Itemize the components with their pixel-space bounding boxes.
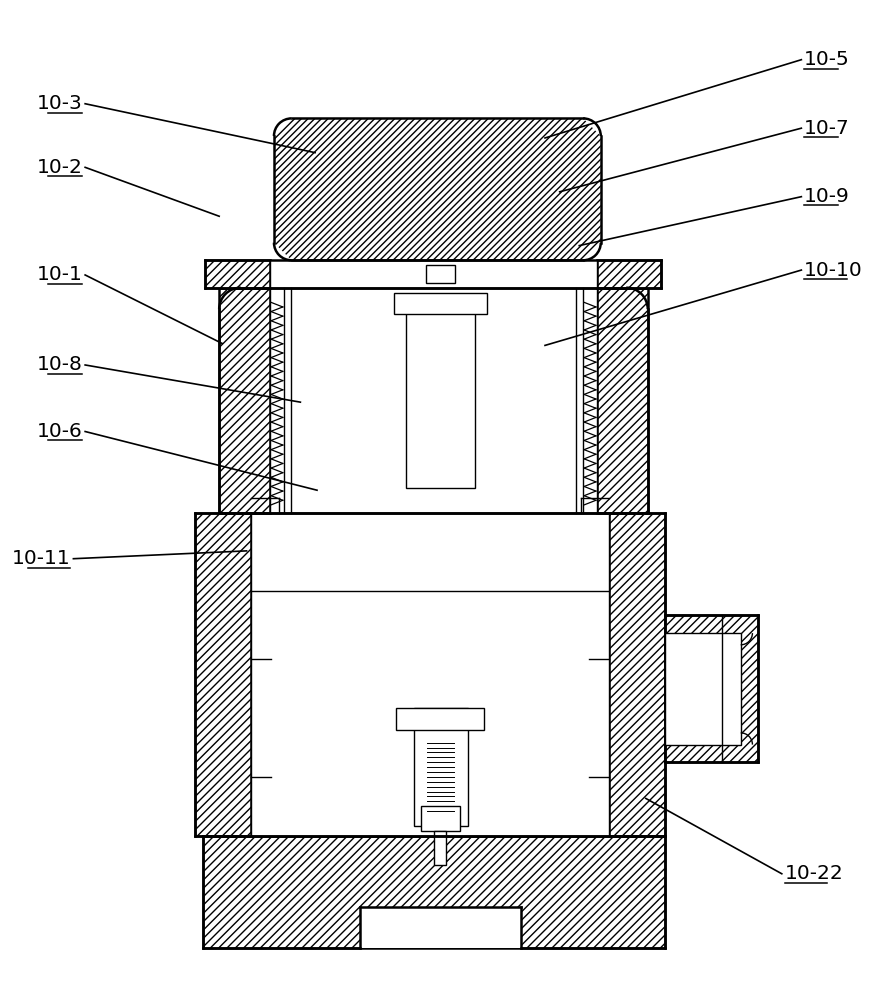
Text: 10-22: 10-22 (785, 864, 844, 883)
Text: 10-7: 10-7 (804, 119, 850, 138)
Polygon shape (194, 513, 251, 836)
Bar (270, 288, 597, 513)
Text: 10-1: 10-1 (36, 265, 82, 284)
Bar (426, 265, 455, 283)
Text: 10-10: 10-10 (804, 261, 863, 280)
Bar (413, 708, 468, 826)
Polygon shape (206, 260, 270, 288)
Polygon shape (219, 288, 270, 513)
Bar (434, 831, 446, 865)
Polygon shape (597, 288, 647, 513)
Polygon shape (274, 118, 601, 260)
Bar (420, 806, 460, 831)
Text: 10-2: 10-2 (36, 158, 82, 177)
Bar (666, 633, 741, 745)
Bar (270, 260, 597, 288)
Polygon shape (202, 836, 666, 948)
Text: 10-5: 10-5 (804, 50, 850, 69)
Text: 10-6: 10-6 (37, 422, 82, 441)
Text: 10-3: 10-3 (37, 94, 82, 113)
Polygon shape (609, 513, 666, 836)
Polygon shape (597, 260, 661, 288)
Polygon shape (666, 615, 759, 762)
Bar (251, 513, 609, 836)
Bar (396, 708, 484, 730)
Bar (394, 293, 487, 314)
Bar (360, 907, 521, 948)
Text: 10-8: 10-8 (36, 355, 82, 374)
Bar (406, 297, 475, 488)
Text: 10-9: 10-9 (804, 187, 850, 206)
Text: 10-11: 10-11 (11, 549, 70, 568)
